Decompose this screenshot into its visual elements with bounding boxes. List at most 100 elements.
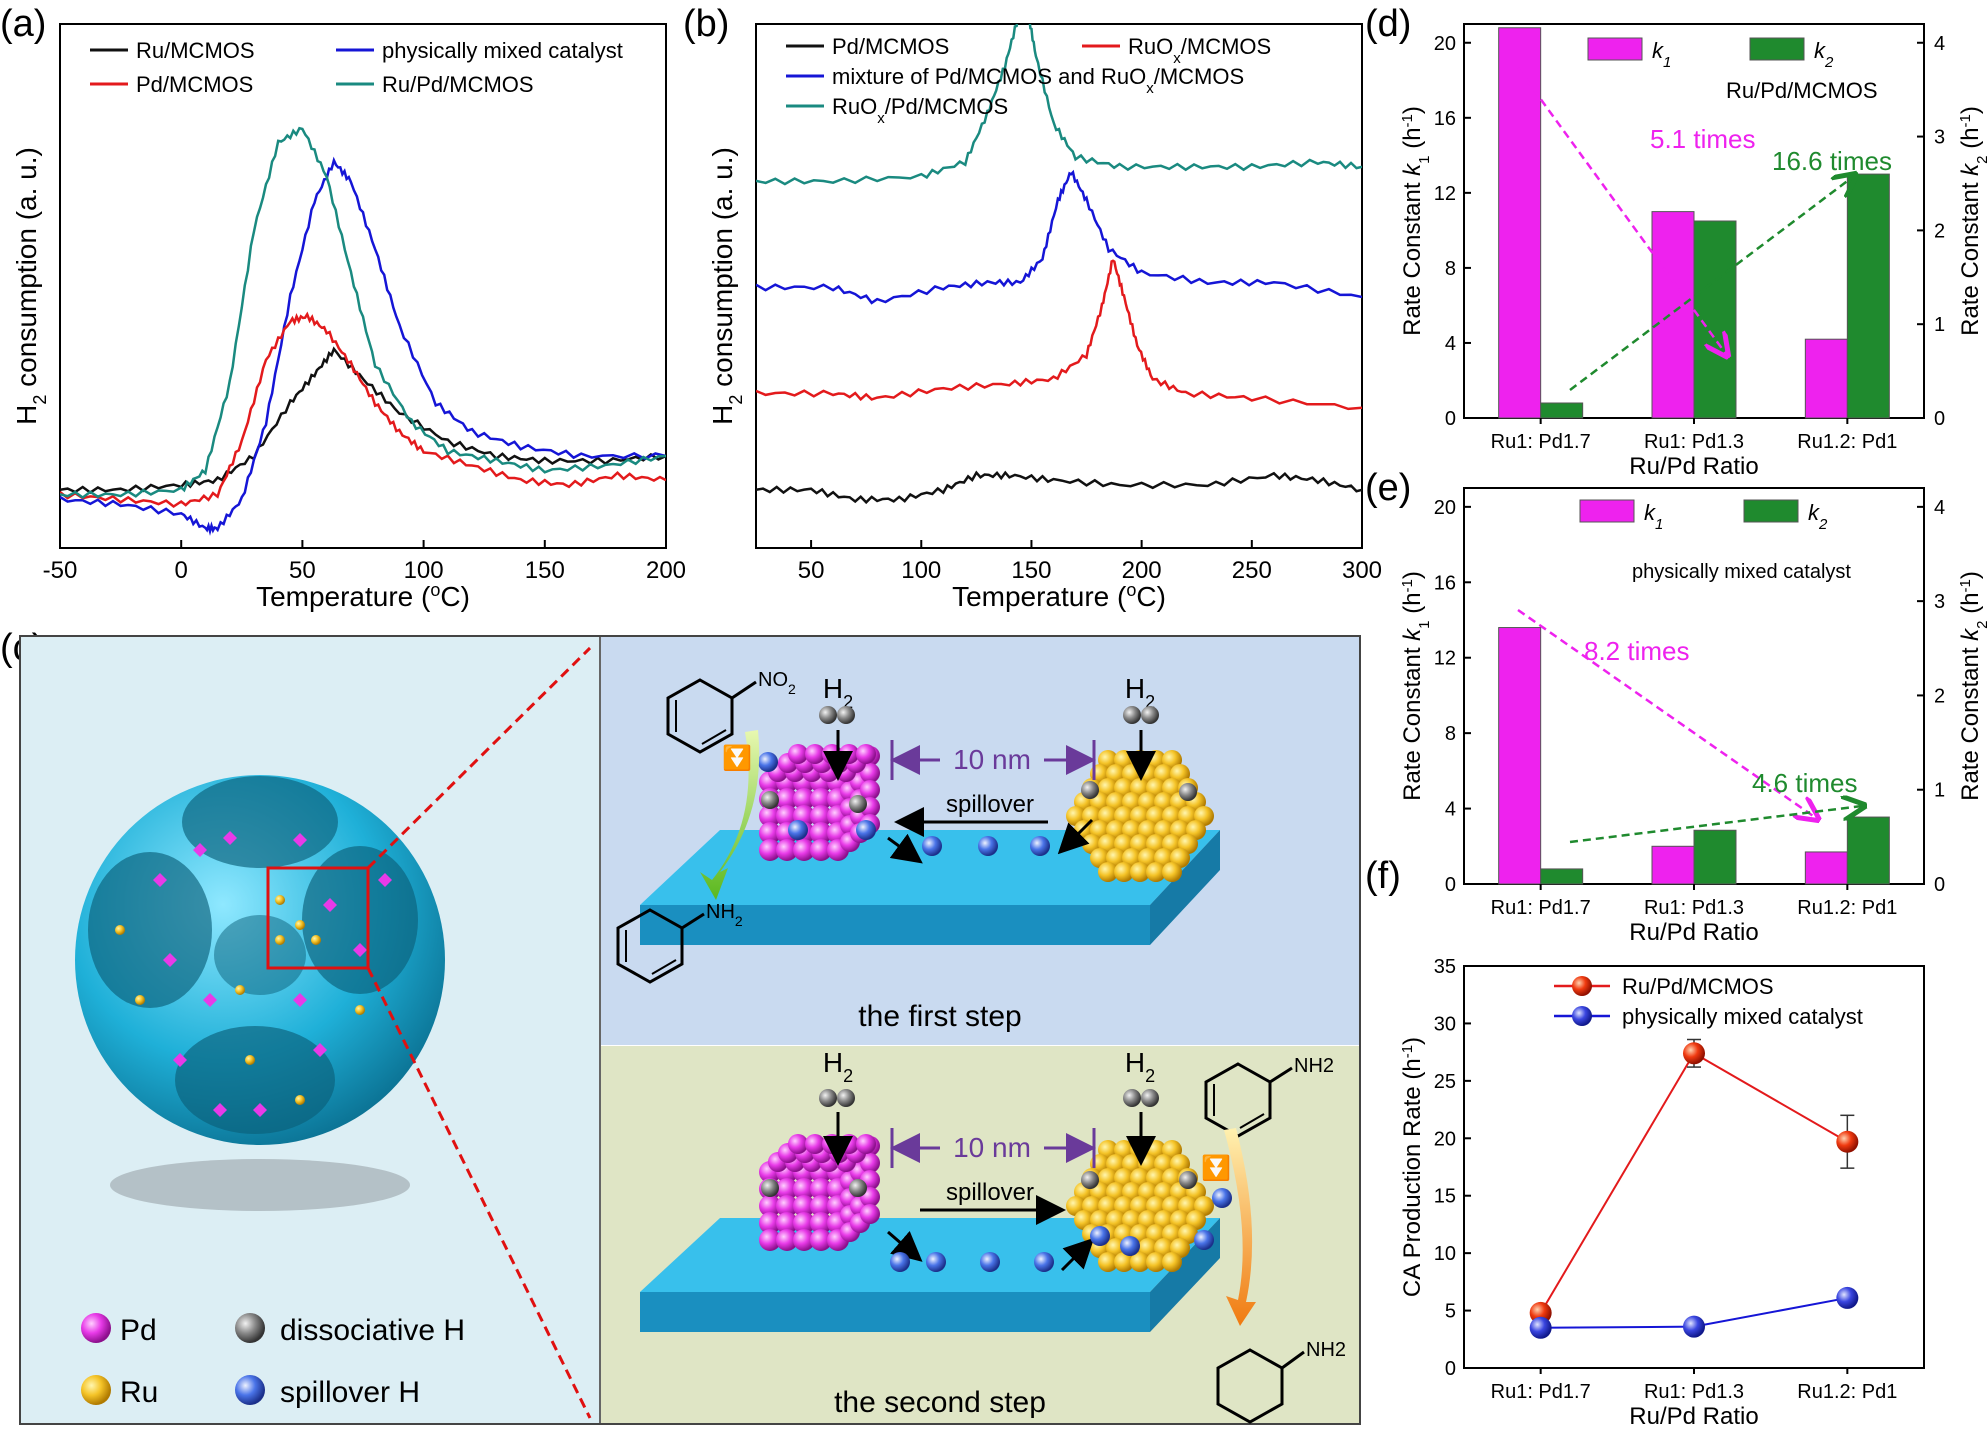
y2-tick-label: 0 — [1934, 874, 1945, 896]
ru-atom — [1130, 1252, 1150, 1272]
h2-molecule-icon — [1141, 1089, 1159, 1107]
chart-b-series — [756, 24, 1362, 505]
h2-molecule-icon — [819, 706, 837, 724]
panel-label-f: (f) — [1365, 855, 1401, 897]
spillover-h-atoms — [758, 752, 1197, 856]
pd-atom — [810, 1212, 832, 1234]
spillover-h-icon — [235, 1375, 265, 1405]
data-point — [1683, 1042, 1705, 1065]
dissociative-h-atom — [1081, 1171, 1099, 1189]
x-tick-label: 200 — [1122, 557, 1162, 584]
step-2: H2 H2 10 nm spillover NH2 — [640, 1047, 1346, 1424]
series-line-b-3 — [756, 24, 1362, 186]
dissociative-h-atom — [761, 1179, 779, 1197]
spillover-h-atom — [978, 836, 998, 856]
x-tick-label: 100 — [404, 557, 444, 584]
chart-f-ylabel: CA Production Rate (h-1) — [1399, 1037, 1427, 1297]
chart-b-legend: Pd/MCMOS RuOx/MCMOS mixture of Pd/MCMOS … — [786, 34, 1271, 127]
pd-atom — [776, 1229, 798, 1251]
zoom-box — [266, 866, 370, 970]
step-1: H2 H2 10 nm spillover NO2 — [616, 669, 1220, 1033]
x-tick-label: Ru1.2: Pd1 — [1797, 431, 1897, 453]
ru-atom — [1146, 1252, 1166, 1272]
pd-atom — [788, 744, 808, 764]
chevron-down-icon: ⏬ — [1201, 1154, 1231, 1182]
y-tick-label: 0 — [1445, 408, 1456, 430]
legend-swatch — [1743, 499, 1799, 523]
panel-label-d: (d) — [1365, 3, 1411, 45]
chart-e-ylabel: Rate Constant k1 (h-1) — [1399, 571, 1433, 801]
spillover-h-atom — [922, 836, 942, 856]
chart-a-legend: Ru/MCMOS physically mixed catalyst Pd/MC… — [90, 38, 623, 97]
ru-atom — [1114, 1252, 1134, 1272]
pd-atom — [805, 744, 825, 764]
series-line-a-1 — [60, 156, 666, 536]
product-group: NH2 — [1306, 1339, 1346, 1361]
h2-molecule-icon — [819, 1089, 837, 1107]
bar-k2 — [1540, 868, 1584, 885]
dissociative-h-atom — [849, 1179, 867, 1197]
cyclohexylamine-molecule: NH2 — [1216, 1339, 1346, 1424]
spillover-h-atom — [758, 752, 778, 772]
pd-atom — [759, 1212, 781, 1234]
spillover-h-atom — [1090, 1226, 1110, 1246]
pd-particle — [293, 993, 307, 1007]
spillover-h-atom — [926, 1252, 946, 1272]
pd-atom — [759, 822, 781, 844]
y2-tick-label: 2 — [1934, 685, 1945, 707]
pd-atom — [776, 805, 798, 827]
pore — [214, 915, 306, 995]
support-slab-front — [640, 905, 1150, 945]
y2-tick-label: 3 — [1934, 591, 1945, 613]
pd-particle — [203, 993, 217, 1007]
ru-atom — [1098, 1252, 1118, 1272]
panel-label-a: (a) — [0, 3, 46, 45]
series-line-a-3 — [60, 126, 666, 500]
ru-particle — [275, 935, 285, 945]
legend-a-2: Pd/MCMOS — [136, 72, 253, 97]
h2-molecule-icon — [1123, 1089, 1141, 1107]
legend-e-k2: k2 — [1808, 500, 1828, 533]
ru-atom — [1162, 1252, 1182, 1272]
y-tick-label: 5 — [1445, 1301, 1456, 1323]
pd-particle — [223, 831, 237, 845]
pd-atom — [860, 1204, 880, 1224]
pd-particle — [313, 1043, 327, 1057]
bar-k2 — [1693, 829, 1737, 885]
spillover-h-atom — [1212, 1188, 1232, 1208]
pd-particle — [173, 1053, 187, 1067]
pd-atom — [856, 744, 876, 764]
chart-b: 50 100 150 200 250 300 Temperature (oC) H2 co… — [707, 23, 1382, 612]
aniline-molecule: NH2 — [616, 901, 743, 984]
bar-k1 — [1498, 27, 1542, 419]
chart-d-annotation-k1: 5.1 times — [1650, 124, 1756, 154]
y-tick-label: 20 — [1434, 33, 1456, 55]
pd-atom — [759, 805, 781, 827]
pd-atom — [759, 1195, 781, 1217]
x-tick-label: 200 — [646, 557, 686, 584]
bar-k2 — [1846, 173, 1890, 419]
dissociative-h-atom — [849, 795, 867, 813]
y2-tick-label: 3 — [1934, 127, 1945, 149]
legend-b-3: RuOx/Pd/MCMOS — [832, 94, 1008, 127]
distance-label: 10 nm — [953, 1132, 1031, 1163]
pd-atom — [856, 1134, 876, 1154]
x-tick-label: 250 — [1232, 557, 1272, 584]
pd-atom — [793, 1195, 815, 1217]
legend-swatch — [1579, 499, 1635, 523]
schematic-legend: Pd dissociative H Ru spillover H — [81, 1313, 465, 1409]
chart-b-ylabel: H2 consumption (a. u.) — [707, 147, 746, 425]
pd-atom — [810, 805, 832, 827]
pd-atom — [776, 1195, 798, 1217]
pd-atom — [810, 822, 832, 844]
data-point — [1683, 1315, 1705, 1338]
chart-f: 0 5 10 15 20 25 30 35 Ru1: Pd1.7 Ru1: Pd1.3 Ru1.2:… — [1399, 956, 1925, 1430]
data-point — [1836, 1286, 1859, 1309]
pd-atom — [793, 788, 815, 810]
ru-atom — [1146, 862, 1166, 882]
chevron-down-icon: ⏬ — [722, 744, 752, 772]
x-tick-label: 150 — [525, 557, 565, 584]
y-tick-label: 20 — [1434, 1128, 1456, 1150]
y-tick-label: 20 — [1434, 497, 1456, 519]
zoom-line — [366, 646, 592, 870]
